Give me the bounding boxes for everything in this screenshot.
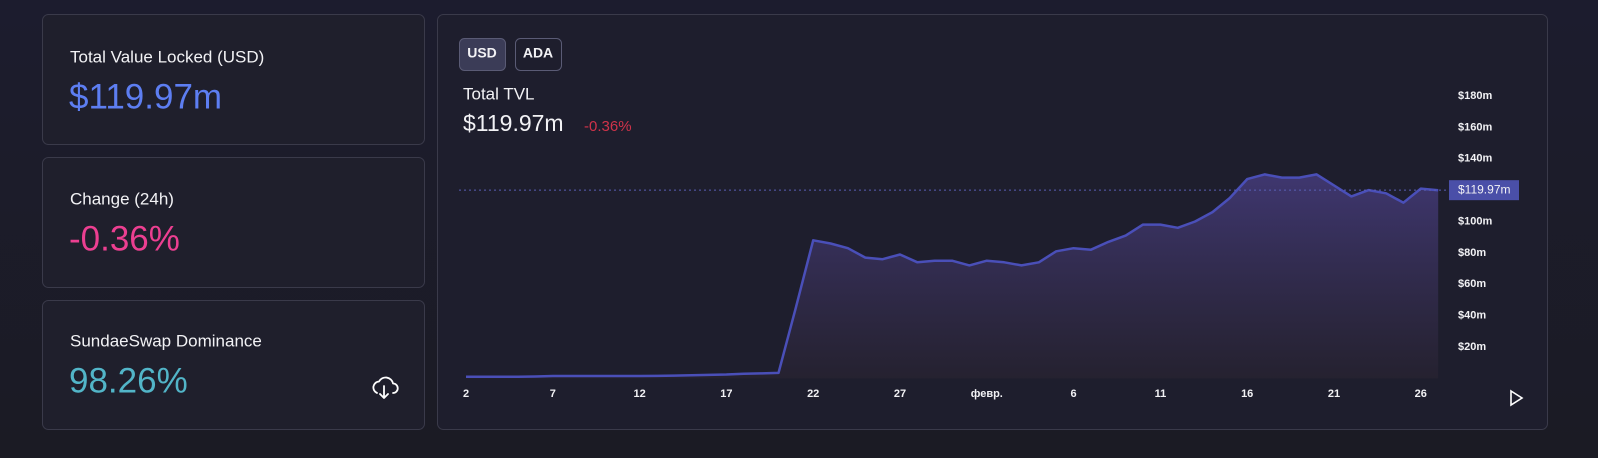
x-tick-label: 6	[1071, 388, 1077, 400]
x-tick-label: 7	[550, 388, 556, 400]
x-tick-label: 2	[463, 388, 469, 400]
y-tick-label: $180m	[1458, 90, 1492, 102]
card	[42, 300, 425, 430]
x-tick-label: 16	[1241, 388, 1253, 400]
card-value: -0.36%	[69, 219, 180, 258]
download-icon[interactable]	[372, 376, 399, 399]
y-tick-label: $160m	[1458, 121, 1492, 133]
card-label: Total Value Locked (USD)	[70, 47, 264, 66]
chart-subtitle: $119.97m	[463, 110, 564, 136]
card-value: $119.97m	[69, 77, 222, 116]
x-tick-label: 22	[807, 388, 819, 400]
y-tick-label: $20m	[1458, 341, 1486, 353]
area-fill	[466, 174, 1439, 379]
toggle-button[interactable]	[459, 38, 506, 71]
toggle-button[interactable]	[515, 38, 562, 71]
y-tick-label: $140m	[1458, 153, 1492, 165]
toggle-label[interactable]: ADA	[523, 45, 553, 61]
x-tick-label: февр.	[971, 388, 1003, 400]
y-tick-label: $80m	[1458, 247, 1486, 259]
chart-title: Total TVL	[463, 84, 535, 103]
plot: $20m$40m$60m$80m$100m$120m$140m$160m$180…	[459, 90, 1519, 400]
chart-change: -0.36%	[584, 118, 632, 135]
card-label: SundaeSwap Dominance	[70, 331, 262, 350]
scroll-button[interactable]	[1510, 389, 1524, 407]
toggle-label[interactable]: USD	[467, 45, 497, 61]
x-tick-label: 26	[1415, 388, 1427, 400]
y-tick-label: $100m	[1458, 215, 1492, 227]
card-value: 98.26%	[69, 361, 188, 400]
card	[42, 14, 425, 145]
x-tick-label: 17	[720, 388, 732, 400]
price-label: $119.97m	[1458, 182, 1510, 196]
y-tick-label: $40m	[1458, 310, 1486, 322]
line	[466, 173, 1439, 379]
card	[42, 157, 425, 288]
x-tick-label: 21	[1328, 388, 1340, 400]
x-tick-label: 27	[894, 388, 906, 400]
y-tick-label: $60m	[1458, 278, 1486, 290]
card-label: Change (24h)	[70, 189, 174, 208]
x-tick-label: 11	[1155, 388, 1167, 400]
price-badge	[1449, 180, 1519, 201]
x-tick-label: 12	[633, 388, 645, 400]
